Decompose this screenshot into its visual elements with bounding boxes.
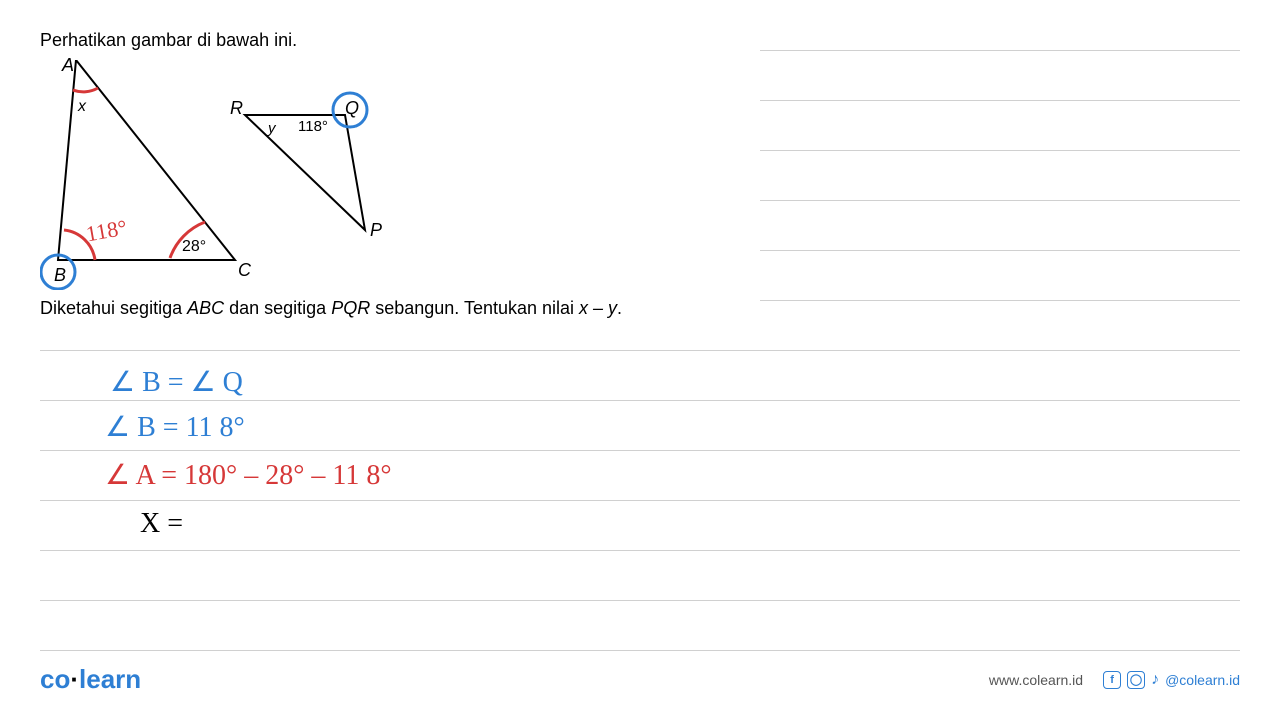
label-b: B	[54, 265, 66, 286]
logo-co: co	[40, 664, 70, 694]
body-mid: dan segitiga	[224, 298, 331, 318]
label-a: A	[62, 55, 74, 76]
logo-dot: ·	[70, 664, 79, 694]
body-pqr: PQR	[331, 298, 370, 318]
body-suffix: sebangun. Tentukan nilai	[370, 298, 579, 318]
arc-angle-a	[73, 88, 98, 92]
instagram-icon: ◯	[1127, 671, 1145, 689]
social-icons: f ◯ ♪ @colearn.id	[1103, 671, 1240, 689]
ruled-line	[40, 400, 1240, 401]
ruled-line	[40, 450, 1240, 451]
ruled-line	[40, 650, 1240, 651]
logo-learn: learn	[79, 664, 141, 694]
label-p: P	[370, 220, 382, 241]
ruled-line	[760, 200, 1240, 201]
label-q: Q	[345, 98, 359, 119]
ruled-line	[40, 600, 1240, 601]
ruled-line	[760, 250, 1240, 251]
ruled-line	[760, 100, 1240, 101]
label-28: 28°	[182, 238, 206, 256]
body-expr: x – y	[579, 298, 617, 318]
footer-right: www.colearn.id f ◯ ♪ @colearn.id	[989, 671, 1240, 689]
label-118q: 118°	[298, 118, 328, 135]
social-handle: @colearn.id	[1165, 672, 1240, 688]
ruled-line	[40, 350, 1240, 351]
ruled-line	[40, 550, 1240, 551]
tiktok-icon: ♪	[1151, 671, 1159, 689]
ruled-line	[40, 500, 1240, 501]
diagram: A B C x 28° 118° R Q P y 118°	[40, 60, 440, 270]
facebook-icon: f	[1103, 671, 1121, 689]
label-x: x	[78, 98, 86, 116]
problem-body: Diketahui segitiga ABC dan segitiga PQR …	[40, 298, 622, 319]
page: Perhatikan gambar di bawah ini. A B C x …	[0, 0, 1280, 720]
body-prefix: Diketahui segitiga	[40, 298, 187, 318]
body-period: .	[617, 298, 622, 318]
ruled-line	[760, 300, 1240, 301]
work-line-2: ∠ B = 11 8°	[105, 410, 245, 444]
ruled-line	[760, 50, 1240, 51]
label-r: R	[230, 98, 243, 119]
work-line-4: X =	[140, 508, 183, 540]
footer: co·learn www.colearn.id f ◯ ♪ @colearn.i…	[40, 664, 1240, 695]
instruction-text: Perhatikan gambar di bawah ini.	[40, 30, 297, 51]
ruled-line	[760, 150, 1240, 151]
work-line-1: ∠ B = ∠ Q	[110, 365, 243, 399]
work-line-3: ∠ A = 180° – 28° – 11 8°	[105, 458, 392, 492]
label-y: y	[268, 120, 276, 137]
triangles-svg	[40, 60, 440, 290]
label-c: C	[238, 260, 251, 281]
footer-url: www.colearn.id	[989, 672, 1083, 688]
logo: co·learn	[40, 664, 141, 695]
body-abc: ABC	[187, 298, 224, 318]
